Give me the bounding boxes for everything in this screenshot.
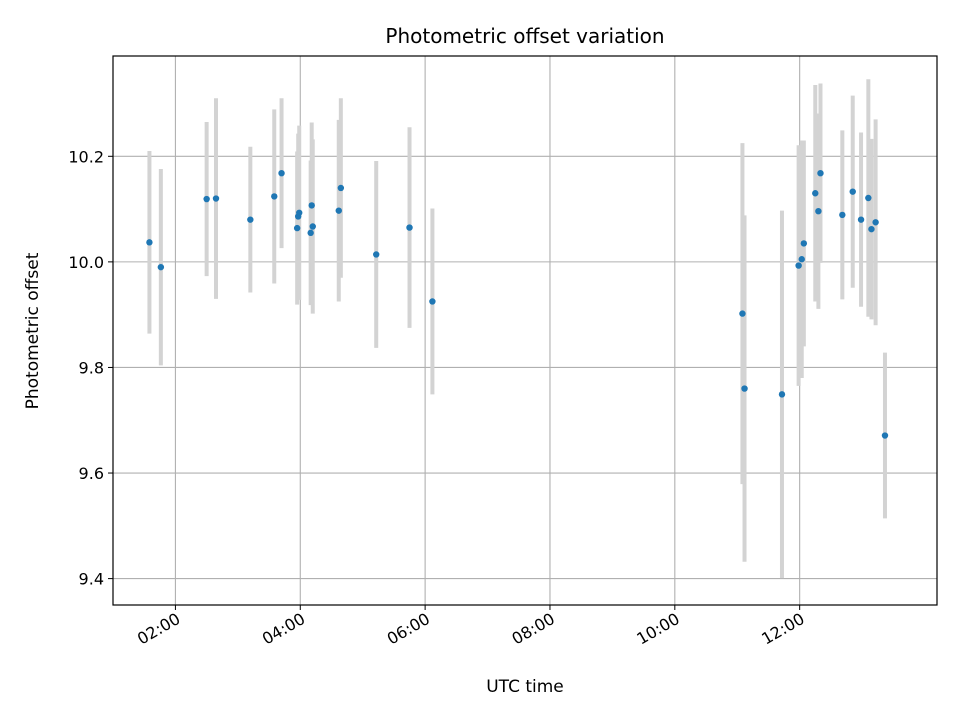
data-point [868, 225, 875, 233]
data-point [857, 216, 865, 223]
data-point [406, 224, 413, 231]
y-tick-label: 10.0 [68, 253, 104, 272]
plot-frame [112, 55, 938, 606]
y-axis-label: Photometric offset [23, 252, 43, 409]
data-point [812, 190, 819, 197]
data-point [373, 251, 380, 258]
data-point [157, 263, 165, 271]
data-point [849, 188, 856, 195]
data-point [795, 262, 802, 269]
data-point [429, 298, 436, 305]
chart-title: Photometric offset variation [385, 24, 664, 48]
data-point [307, 229, 314, 237]
data-point [815, 207, 822, 215]
x-axis-label: UTC time [486, 677, 564, 697]
data-point [146, 239, 153, 246]
y-tick-label: 9.8 [79, 358, 104, 377]
data-point [212, 195, 220, 202]
data-point [308, 202, 315, 209]
data-point [817, 169, 824, 177]
data-point [839, 211, 846, 219]
data-point [247, 216, 254, 223]
data-point [203, 195, 210, 203]
data-point [798, 256, 805, 263]
y-axis-ticks: 9.4 9.6 9.8 10.0 10.2 [68, 147, 113, 589]
y-tick-label: 9.6 [79, 464, 104, 483]
data-point [271, 193, 278, 200]
data-points [146, 169, 889, 439]
data-point [872, 219, 879, 226]
data-point [296, 209, 303, 216]
data-point [739, 310, 746, 317]
data-point [865, 194, 872, 202]
data-point [741, 385, 748, 392]
data-point [337, 184, 345, 192]
y-tick-label: 9.4 [79, 570, 104, 589]
data-point [800, 240, 808, 247]
data-point [278, 169, 285, 177]
y-tick-label: 10.2 [68, 147, 104, 166]
data-point [335, 207, 342, 214]
data-point [881, 432, 889, 439]
data-point [309, 223, 316, 230]
data-point [293, 224, 301, 232]
data-point [778, 391, 786, 398]
